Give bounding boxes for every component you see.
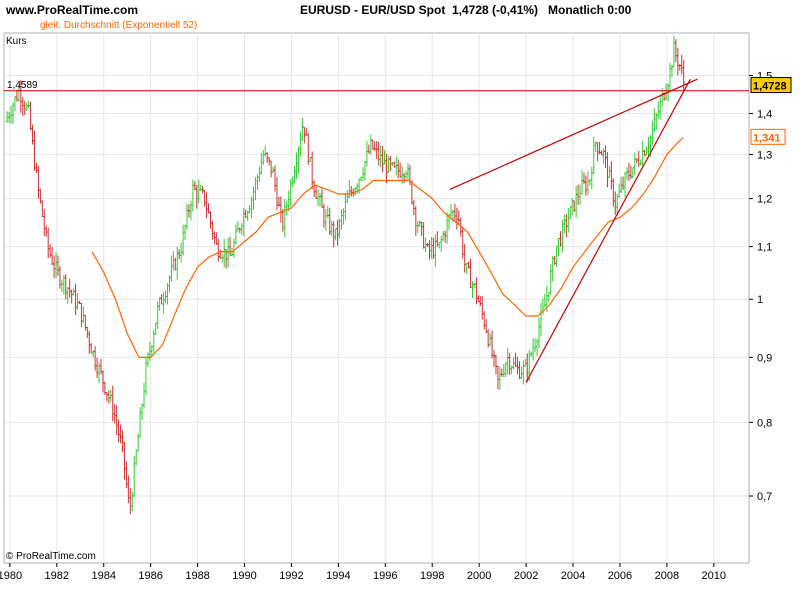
x-tick-label: 2010	[702, 570, 726, 582]
legend-primary: Kurs	[6, 36, 27, 47]
plot-area	[3, 32, 750, 564]
y-tick-label: 1,2	[757, 194, 772, 206]
y-tick-label: 1,3	[757, 149, 772, 161]
chart-header: www.ProRealTime.com EURUSD - EUR/USD Spo…	[0, 0, 800, 22]
period-label: Monatlich 0:00	[548, 3, 632, 17]
y-tick-label: 1	[757, 294, 763, 306]
x-tick-label: 1992	[279, 570, 303, 582]
horizontal-level-label: 1,4589	[7, 80, 38, 91]
x-tick-label: 1984	[91, 570, 115, 582]
ema-value-box	[750, 128, 786, 145]
last-price-box	[750, 77, 792, 94]
y-tick-label: 1,1	[757, 242, 772, 254]
x-tick-label: 2006	[608, 570, 632, 582]
x-tick-label: 2004	[561, 570, 585, 582]
y-tick-label: 1,4	[757, 109, 772, 121]
x-tick-label: 2002	[514, 570, 538, 582]
x-tick-label: 1990	[232, 570, 256, 582]
grid	[4, 33, 749, 563]
quote-value: 1,4728 (-0,41%)	[452, 3, 539, 17]
trendlines-group: 1,4589	[4, 78, 749, 383]
y-tick-label: 0,7	[757, 491, 772, 503]
x-tick-label: 2008	[655, 570, 679, 582]
y-tick-label: 0,9	[757, 352, 772, 364]
x-tick-label: 2000	[467, 570, 491, 582]
ema52-line	[91, 137, 684, 358]
ohlc-bars	[5, 35, 686, 515]
x-tick-label: 1986	[138, 570, 162, 582]
site-label[interactable]: www.ProRealTime.com	[6, 3, 139, 17]
trendline	[525, 78, 691, 383]
ema-line-group	[91, 137, 684, 358]
last-price-label: 1,4728	[753, 81, 787, 93]
instrument-title: EURUSD - EUR/USD Spot	[300, 3, 446, 17]
ema-value-label: 1,341	[753, 132, 781, 144]
x-tick-label: 1988	[185, 570, 209, 582]
legend-indicator: gleit. Durchschnitt (Exponentiell 52)	[40, 20, 197, 31]
copyright-label: © ProRealTime.com	[6, 551, 96, 562]
x-tick-label: 1980	[0, 570, 22, 582]
x-tick-label: 1982	[45, 570, 69, 582]
x-tick-label: 1996	[373, 570, 397, 582]
x-tick-label: 1994	[326, 570, 350, 582]
y-tick-label: 0,8	[757, 417, 772, 429]
trendline	[449, 78, 698, 191]
x-tick-label: 1998	[420, 570, 444, 582]
